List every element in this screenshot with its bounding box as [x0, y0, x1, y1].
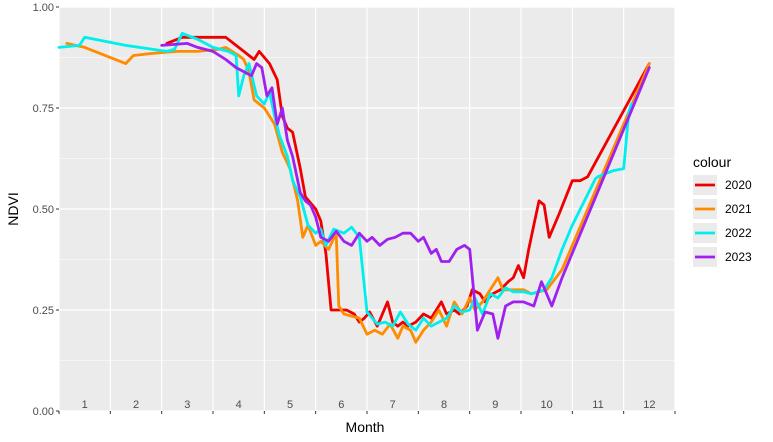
x-tick-label: 12 [643, 399, 655, 411]
legend-label-2021: 2021 [725, 202, 752, 216]
x-tick-label: 9 [492, 399, 498, 411]
x-axis-title: Month [346, 419, 385, 435]
y-tick-label: 0.50 [33, 204, 54, 216]
x-tick-label: 5 [287, 399, 293, 411]
legend-label-2022: 2022 [725, 226, 752, 240]
legend-label-2020: 2020 [725, 178, 752, 192]
x-tick-label: 11 [592, 399, 603, 411]
y-tick-label: 0.00 [33, 406, 54, 418]
legend: colour 2020 2021 2022 2023 [693, 154, 752, 267]
x-tick-label: 7 [390, 399, 396, 411]
series-line-2022 [57, 31, 633, 332]
x-tick-label: 2 [133, 399, 139, 411]
y-axis-title: NDVI [5, 192, 21, 225]
x-tick-label: 3 [184, 399, 190, 411]
x-tick-label: 6 [338, 399, 344, 411]
legend-title: colour [693, 154, 731, 170]
x-tick-label: 4 [236, 399, 242, 411]
series-line-2021 [65, 42, 651, 344]
x-tick-label: 10 [541, 399, 553, 411]
y-tick-label: 1.00 [33, 2, 54, 14]
legend-label-2023: 2023 [725, 250, 752, 264]
y-tick-label: 0.25 [33, 305, 54, 317]
x-axis-ticks: 1 2 3 4 5 6 7 8 9 10 11 12 [58, 399, 676, 414]
x-tick-label: 1 [82, 399, 88, 411]
series-line-2023 [160, 42, 651, 340]
y-axis-ticks: 0.00 0.25 0.50 0.75 1.00 [33, 2, 59, 418]
y-tick-label: 0.75 [33, 103, 54, 115]
series-lines [57, 31, 651, 344]
x-tick-label: 8 [441, 399, 447, 411]
